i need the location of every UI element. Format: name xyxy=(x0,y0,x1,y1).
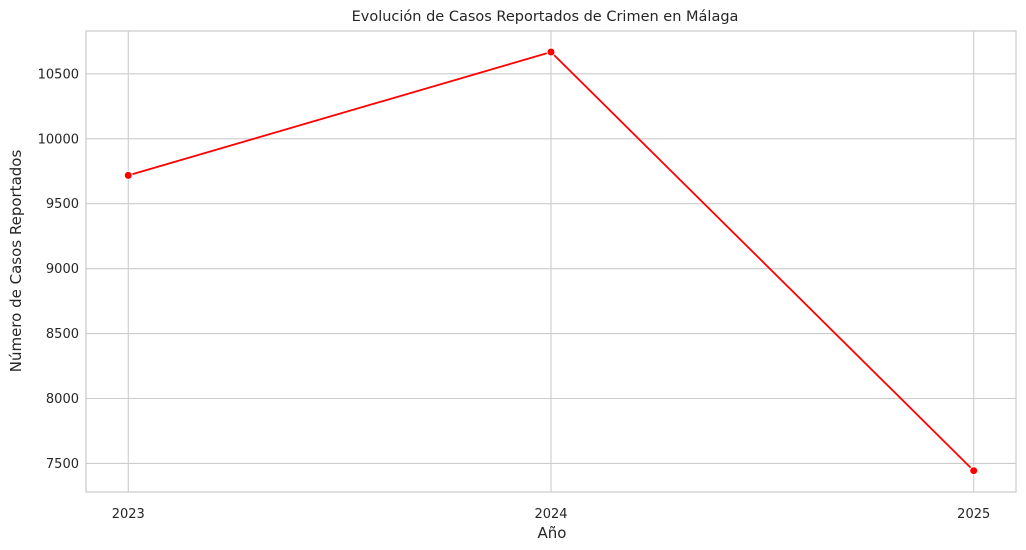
chart-title: Evolución de Casos Reportados de Crimen … xyxy=(352,9,739,25)
x-tick-label: 2024 xyxy=(534,507,567,522)
y-tick-label: 8500 xyxy=(46,327,79,342)
y-tick-label: 8000 xyxy=(46,392,79,407)
y-tick-label: 9000 xyxy=(46,262,79,277)
x-gridlines xyxy=(127,31,975,492)
y-tick-label: 10500 xyxy=(38,67,79,82)
plot-frame xyxy=(85,30,1017,493)
data-point xyxy=(969,466,979,476)
y-axis-label: Número de Casos Reportados xyxy=(7,150,25,373)
y-tick-label: 9500 xyxy=(46,197,79,212)
y-tick-label: 10000 xyxy=(38,132,79,147)
x-axis-label: Año xyxy=(538,524,567,542)
x-tick-label: 2025 xyxy=(957,507,990,522)
x-tick-label: 2023 xyxy=(112,507,145,522)
y-tick-labels: 7500 8000 8500 9000 9500 10000 10500 xyxy=(38,67,79,472)
data-point xyxy=(546,47,556,57)
x-tick-labels: 2023 2024 2025 xyxy=(112,507,991,522)
data-point xyxy=(123,170,133,180)
series-group xyxy=(123,47,979,476)
y-tick-label: 7500 xyxy=(46,457,79,472)
y-gridlines xyxy=(86,73,1016,464)
